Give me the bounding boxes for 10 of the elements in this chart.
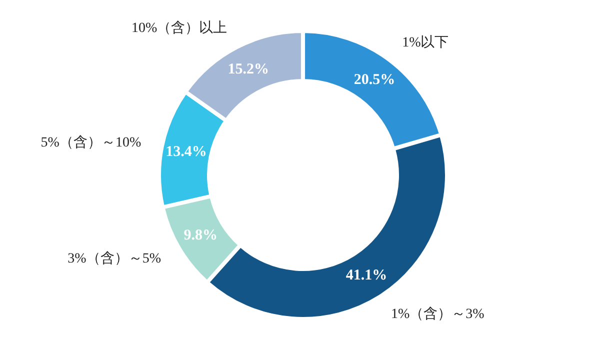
data-label: 9.8%	[184, 228, 218, 244]
slice-label: 5%（含）～10%	[40, 134, 142, 151]
data-label: 41.1%	[346, 268, 388, 284]
slice-label: 1%以下	[402, 34, 449, 51]
slice-label: 3%（含）～5%	[68, 250, 162, 266]
slice-label: 10%（含）以上	[131, 20, 228, 36]
data-label: 20.5%	[354, 72, 396, 88]
data-label: 15.2%	[228, 61, 269, 78]
slice-label: 1%（含）～3%	[390, 306, 485, 322]
data-label: 13.4%	[166, 144, 207, 160]
